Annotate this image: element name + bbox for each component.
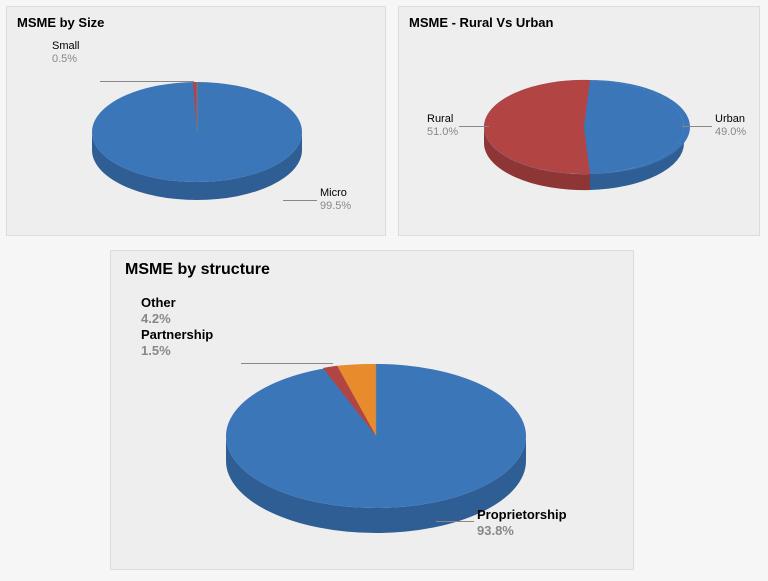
chart-msme-rural-urban: MSME - Rural Vs Urban Rural 51.0% Urban … bbox=[398, 6, 760, 236]
chart1-label-micro: Micro 99.5% bbox=[320, 187, 351, 213]
chart3-label-other: Other 4.2% bbox=[141, 295, 176, 326]
chart3-label-partnership: Partnership 1.5% bbox=[141, 327, 213, 358]
chart-msme-by-structure: MSME by structure Other 4.2% Partnership… bbox=[110, 250, 634, 570]
chart3-label-proprietorship: Proprietorship 93.8% bbox=[477, 507, 567, 538]
chart-msme-by-size: MSME by Size Small 0.5% Micro 99.5% bbox=[6, 6, 386, 236]
chart1-label-small: Small 0.5% bbox=[52, 40, 80, 66]
chart2-label-urban: Urban 49.0% bbox=[715, 113, 746, 139]
chart2-label-rural: Rural 51.0% bbox=[427, 113, 458, 139]
